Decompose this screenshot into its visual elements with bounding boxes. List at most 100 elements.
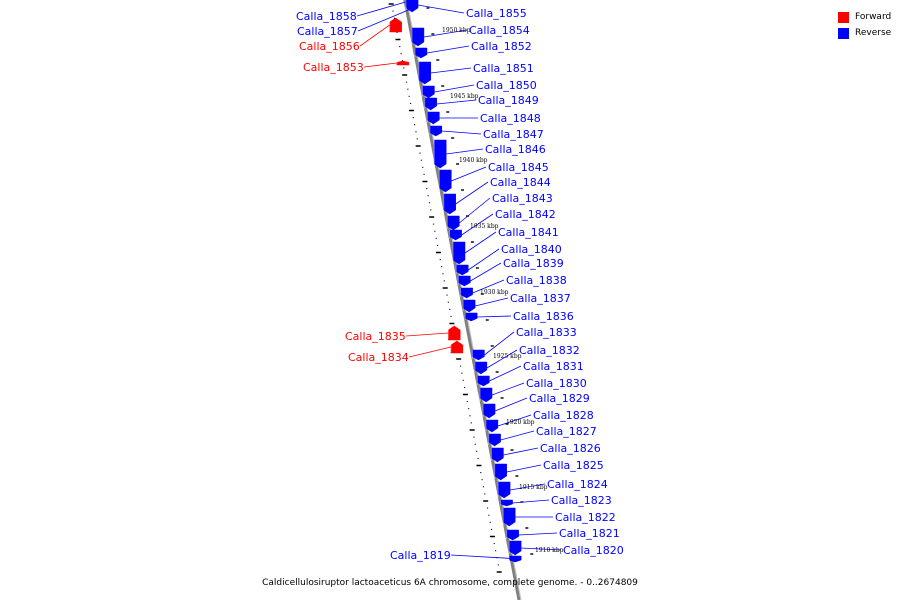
gene-calla-1822[interactable] xyxy=(502,507,516,527)
gene-label-calla-1844: Calla_1844 xyxy=(490,176,551,189)
gene-label-calla-1825: Calla_1825 xyxy=(543,459,604,472)
gene-calla-1824[interactable] xyxy=(497,481,511,499)
gene-calla-1823[interactable] xyxy=(500,499,513,507)
leader-line xyxy=(486,349,518,369)
gene-label-calla-1828: Calla_1828 xyxy=(533,409,594,422)
gene-calla-1840[interactable] xyxy=(455,264,469,276)
gene-label-calla-1851: Calla_1851 xyxy=(473,62,534,75)
gene-calla-1835[interactable] xyxy=(447,325,461,341)
gene-calla-1845[interactable] xyxy=(439,169,452,193)
gene-label-calla-1821: Calla_1821 xyxy=(559,527,620,540)
reverse-swatch xyxy=(838,27,849,39)
gene-features xyxy=(389,0,522,563)
scale-ticks xyxy=(388,3,534,573)
gene-calla-1825[interactable] xyxy=(494,463,507,481)
gene-calla-1830[interactable] xyxy=(479,387,493,403)
gene-calla-1838[interactable] xyxy=(460,287,473,299)
kbp-label: 1915 kbp xyxy=(519,484,548,491)
gene-calla-1821[interactable] xyxy=(506,529,519,541)
gene-label-calla-1830: Calla_1830 xyxy=(526,377,587,390)
leader-line xyxy=(510,483,546,491)
leader-line xyxy=(497,414,532,427)
gene-label-calla-1834: Calla_1834 xyxy=(348,351,409,364)
gene-calla-1820[interactable] xyxy=(508,540,522,556)
leader-line xyxy=(426,45,470,54)
gene-label-calla-1849: Calla_1849 xyxy=(478,94,539,107)
leader-line xyxy=(461,213,494,236)
kbp-label: 1925 kbp xyxy=(493,353,522,360)
gene-calla-1842[interactable] xyxy=(449,229,462,241)
gene-calla-1843[interactable] xyxy=(447,215,460,231)
leader-line xyxy=(484,331,515,356)
gene-label-calla-1842: Calla_1842 xyxy=(495,208,556,221)
gene-calla-1853[interactable] xyxy=(396,60,410,66)
gene-calla-1841[interactable] xyxy=(452,241,466,265)
kbp-label: 1930 kbp xyxy=(480,289,509,296)
legend-item-forward: Forward xyxy=(838,9,891,25)
gene-label-calla-1841: Calla_1841 xyxy=(498,226,559,239)
leader-line xyxy=(446,148,484,155)
gene-calla-1850[interactable] xyxy=(422,85,435,99)
gene-label-calla-1858: Calla_1858 xyxy=(296,10,357,23)
gene-label-calla-1850: Calla_1850 xyxy=(476,79,537,92)
gene-calla-1837[interactable] xyxy=(462,299,476,313)
kbp-label: 1940 kbp xyxy=(459,157,488,164)
gene-calla-1847[interactable] xyxy=(429,125,443,137)
leader-line xyxy=(472,279,505,294)
gene-label-calla-1840: Calla_1840 xyxy=(501,243,562,256)
gene-calla-1846[interactable] xyxy=(433,139,447,169)
leader-line xyxy=(455,181,489,205)
gene-calla-1856[interactable] xyxy=(389,17,402,33)
gene-label-calla-1839: Calla_1839 xyxy=(503,257,564,270)
gene-label-calla-1826: Calla_1826 xyxy=(540,442,601,455)
gene-calla-1831[interactable] xyxy=(477,375,490,387)
leader-line xyxy=(357,5,419,32)
gene-calla-1834[interactable] xyxy=(450,340,464,354)
leader-line xyxy=(430,67,472,74)
gene-calla-1852[interactable] xyxy=(414,47,428,59)
legend: Forward Reverse xyxy=(838,9,891,41)
gene-calla-1826[interactable] xyxy=(491,447,504,463)
leader-line xyxy=(423,29,468,38)
gene-label-calla-1827: Calla_1827 xyxy=(536,425,597,438)
gene-calla-1854[interactable] xyxy=(411,27,425,47)
kbp-label: 1910 kbp xyxy=(535,547,564,554)
leader-line xyxy=(363,62,397,68)
gene-label-calla-1857: Calla_1857 xyxy=(297,25,358,38)
gene-label-calla-1824: Calla_1824 xyxy=(547,478,608,491)
gene-label-calla-1838: Calla_1838 xyxy=(506,274,567,287)
gene-label-calla-1835: Calla_1835 xyxy=(345,330,406,343)
gene-calla-1833[interactable] xyxy=(472,349,485,361)
leader-line xyxy=(408,346,451,358)
leader-line xyxy=(477,315,512,318)
gene-calla-1829[interactable] xyxy=(482,403,496,419)
gene-label-calla-1856: Calla_1856 xyxy=(299,40,360,53)
kbp-label: 1950 kbp xyxy=(442,27,471,34)
leader-line xyxy=(436,99,477,105)
gene-label-calla-1832: Calla_1832 xyxy=(519,344,580,357)
gene-calla-1827[interactable] xyxy=(488,433,501,447)
kbp-label: 1920 kbp xyxy=(506,419,535,426)
gene-calla-1828[interactable] xyxy=(485,419,499,433)
legend-label-reverse: Reverse xyxy=(855,28,892,38)
leader-line xyxy=(359,24,390,47)
leader-line xyxy=(459,197,491,224)
leader-line xyxy=(494,397,528,412)
gene-calla-1844[interactable] xyxy=(443,193,456,215)
gene-calla-1849[interactable] xyxy=(424,97,437,111)
gene-label-calla-1847: Calla_1847 xyxy=(483,128,544,141)
gene-calla-1836[interactable] xyxy=(464,312,478,322)
gene-calla-1839[interactable] xyxy=(458,275,471,287)
gene-calla-1848[interactable] xyxy=(427,111,440,125)
gene-label-calla-1852: Calla_1852 xyxy=(471,40,532,53)
leader-line xyxy=(441,130,482,135)
gene-label-calla-1820: Calla_1820 xyxy=(563,544,624,557)
gene-label-calla-1843: Calla_1843 xyxy=(492,192,553,205)
leader-line xyxy=(451,166,487,182)
gene-calla-1851[interactable] xyxy=(418,61,432,85)
genome-caption: Caldicellulosiruptor lactoaceticus 6A ch… xyxy=(262,578,638,588)
gene-labels: Calla_1858 Calla_1857 Calla_1856 Calla_1855… xyxy=(296,1,624,562)
gene-label-calla-1822: Calla_1822 xyxy=(555,511,616,524)
leader-line xyxy=(434,84,475,93)
gene-calla-1832[interactable] xyxy=(474,361,488,375)
